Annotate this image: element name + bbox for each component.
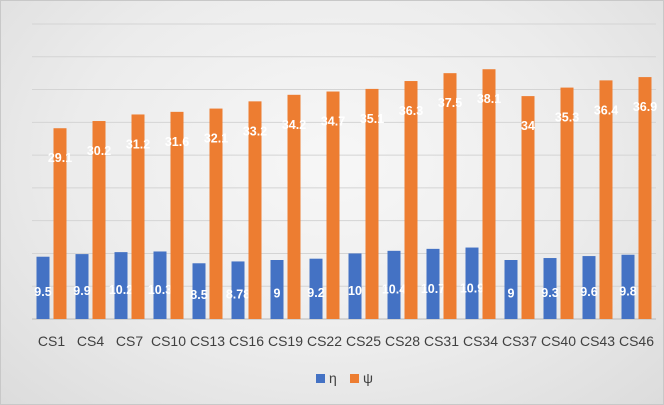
data-label: 10.7 bbox=[421, 282, 445, 296]
bar-eta-cs7 bbox=[114, 252, 128, 319]
bar-psi-cs22 bbox=[326, 91, 340, 320]
data-label: 30.2 bbox=[87, 144, 111, 158]
x-tick-label: CS19 bbox=[268, 333, 303, 349]
data-label: 8.78 bbox=[226, 287, 250, 301]
bar-eta-cs28 bbox=[387, 250, 401, 319]
data-label: 9.5 bbox=[34, 285, 51, 299]
data-label: 9 bbox=[508, 287, 515, 301]
data-label: 33.2 bbox=[243, 124, 267, 138]
bar-eta-cs31 bbox=[426, 248, 440, 319]
x-tick-label: CS1 bbox=[38, 333, 65, 349]
x-tick-label: CS46 bbox=[619, 333, 654, 349]
data-label: 36.3 bbox=[399, 104, 423, 118]
bar-eta-cs37 bbox=[504, 260, 518, 319]
x-tick-label: CS7 bbox=[116, 333, 143, 349]
bar-psi-cs37 bbox=[521, 96, 535, 319]
bar-psi-cs31 bbox=[443, 73, 457, 320]
bar-psi-cs10 bbox=[170, 111, 184, 319]
bar-psi-cs28 bbox=[404, 81, 418, 320]
x-tick-label: CS13 bbox=[190, 333, 225, 349]
data-label: 9.2 bbox=[307, 286, 324, 300]
bar-eta-cs1 bbox=[36, 256, 50, 319]
bar-eta-cs10 bbox=[153, 251, 167, 319]
data-label: 31.6 bbox=[165, 135, 189, 149]
bar-psi-cs25 bbox=[365, 88, 379, 320]
bar-eta-cs22 bbox=[309, 258, 323, 319]
data-label: 9.3 bbox=[541, 286, 558, 300]
bar-eta-cs34 bbox=[465, 247, 479, 319]
x-tick-label: CS10 bbox=[151, 333, 186, 349]
data-label: 9.9 bbox=[73, 284, 90, 298]
bar-psi-cs40 bbox=[560, 87, 574, 319]
data-label: 8.5 bbox=[190, 288, 207, 302]
bar-psi-cs4 bbox=[92, 121, 106, 320]
x-tick-label: CS43 bbox=[580, 333, 615, 349]
data-label: 34 bbox=[521, 119, 535, 133]
x-tick-label: CS16 bbox=[229, 333, 264, 349]
bar-psi-cs46 bbox=[638, 77, 652, 319]
legend-label-psi: ψ bbox=[363, 370, 373, 386]
legend-swatch-psi bbox=[350, 374, 359, 383]
data-label: 10.3 bbox=[148, 283, 172, 297]
bar-eta-cs43 bbox=[582, 256, 596, 319]
data-label: 34.2 bbox=[282, 118, 306, 132]
bar-psi-cs1 bbox=[53, 128, 67, 319]
data-label: 32.1 bbox=[204, 132, 228, 146]
bar-eta-cs19 bbox=[270, 260, 284, 319]
legend-swatch-eta bbox=[316, 374, 325, 383]
bar-psi-cs16 bbox=[248, 101, 262, 319]
data-label: 9 bbox=[274, 287, 281, 301]
x-tick-label: CS31 bbox=[424, 333, 459, 349]
data-label: 10 bbox=[348, 284, 362, 298]
x-tick-label: CS40 bbox=[541, 333, 576, 349]
bar-psi-cs19 bbox=[287, 94, 301, 319]
bar-eta-cs16 bbox=[231, 261, 245, 319]
data-label: 36.4 bbox=[594, 103, 618, 117]
x-tick-label: CS22 bbox=[307, 333, 342, 349]
data-label: 10.9 bbox=[460, 281, 484, 295]
x-tick-label: CS37 bbox=[502, 333, 537, 349]
data-label: 37.5 bbox=[438, 96, 462, 110]
data-label: 38.1 bbox=[477, 92, 501, 106]
data-label: 29.1 bbox=[48, 151, 72, 165]
bar-eta-cs46 bbox=[621, 254, 635, 319]
data-label: 9.6 bbox=[580, 285, 597, 299]
data-label: 34.7 bbox=[321, 115, 345, 129]
bar-eta-cs40 bbox=[543, 258, 557, 319]
legend-label-eta: η bbox=[329, 370, 337, 386]
data-label: 31.2 bbox=[126, 137, 150, 151]
bar-psi-cs13 bbox=[209, 108, 223, 319]
x-tick-label: CS28 bbox=[385, 333, 420, 349]
bar-eta-cs25 bbox=[348, 253, 362, 319]
bar-psi-cs34 bbox=[482, 69, 496, 319]
x-tick-label: CS34 bbox=[463, 333, 498, 349]
bar-eta-cs4 bbox=[75, 254, 89, 319]
bar-psi-cs43 bbox=[599, 80, 613, 319]
data-label: 10.2 bbox=[109, 283, 133, 297]
x-tick-label: CS4 bbox=[77, 333, 104, 349]
x-tick-label: CS25 bbox=[346, 333, 381, 349]
data-label: 10.4 bbox=[382, 283, 406, 297]
bar-psi-cs7 bbox=[131, 114, 145, 319]
bar-eta-cs13 bbox=[192, 263, 206, 319]
data-label: 35.3 bbox=[555, 111, 579, 125]
data-label: 35.1 bbox=[360, 112, 384, 126]
data-label: 9.8 bbox=[619, 284, 636, 298]
data-label: 36.9 bbox=[633, 100, 657, 114]
